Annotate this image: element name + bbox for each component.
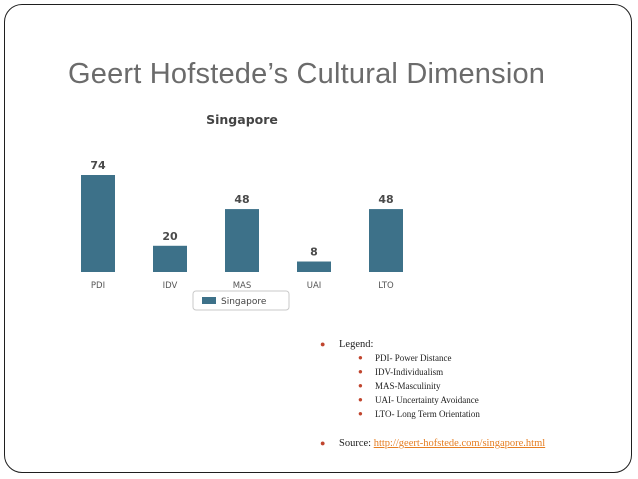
bar-value-label: 8 bbox=[310, 246, 318, 259]
abbreviation-text: UAI- Uncertainty Avoidance bbox=[375, 395, 479, 405]
abbreviation-item: ● PDI- Power Distance bbox=[339, 351, 620, 365]
bar-value-label: 20 bbox=[162, 230, 178, 243]
bar-lto bbox=[369, 209, 403, 272]
abbreviation-text: PDI- Power Distance bbox=[375, 353, 452, 363]
bullet-icon: ● bbox=[320, 339, 326, 349]
bar-mas bbox=[225, 209, 259, 272]
source-label: Source: bbox=[339, 438, 372, 449]
x-tick-label: LTO bbox=[378, 281, 394, 291]
bar-value-label: 48 bbox=[234, 193, 249, 206]
bar-value-label: 48 bbox=[378, 193, 393, 206]
abbreviation-text: LTO- Long Term Orientation bbox=[375, 409, 480, 419]
legend-box bbox=[192, 290, 290, 311]
bullet-icon: ● bbox=[358, 409, 363, 418]
x-tick-label: IDV bbox=[163, 281, 178, 291]
abbreviation-list: ● PDI- Power Distance ● IDV-Individualism ● M… bbox=[339, 351, 620, 421]
legend-heading: Legend: bbox=[339, 339, 374, 350]
chart-legend: Singapore bbox=[192, 290, 290, 311]
bar-uai bbox=[297, 261, 331, 272]
slide-title: Geert Hofstede’s Cultural Dimension bbox=[68, 58, 546, 90]
notes-panel: ● Legend: ● PDI- Power Distance ● IDV-Indiv… bbox=[320, 338, 620, 450]
legend-swatch bbox=[202, 297, 216, 304]
chart-title: Singapore bbox=[206, 112, 278, 127]
x-tick-label: UAI bbox=[307, 281, 322, 291]
abbreviation-text: IDV-Individualism bbox=[375, 367, 444, 377]
abbreviation-text: MAS-Masculinity bbox=[375, 381, 441, 391]
legend-heading-row: ● Legend: ● PDI- Power Distance ● IDV-Indiv… bbox=[320, 338, 620, 421]
bar-idv bbox=[153, 245, 187, 272]
bar-value-label: 74 bbox=[90, 159, 106, 172]
bullet-icon: ● bbox=[358, 381, 363, 390]
bars-layer: 74 PDI 20 IDV 48 MAS 8 UAI 48 LTO bbox=[81, 159, 403, 291]
abbreviation-item: ● UAI- Uncertainty Avoidance bbox=[339, 393, 620, 407]
abbreviation-item: ● MAS-Masculinity bbox=[339, 379, 620, 393]
bullet-icon: ● bbox=[358, 367, 363, 376]
source-row: ● Source: http://geert-hofstede.com/sing… bbox=[320, 437, 620, 450]
abbreviation-item: ● IDV-Individualism bbox=[339, 365, 620, 379]
bullet-icon: ● bbox=[358, 353, 363, 362]
abbreviation-item: ● LTO- Long Term Orientation bbox=[339, 407, 620, 421]
x-tick-label: MAS bbox=[233, 281, 252, 291]
bullet-icon: ● bbox=[320, 438, 326, 448]
source-link[interactable]: http://geert-hofstede.com/singapore.html bbox=[373, 438, 546, 449]
bullet-icon: ● bbox=[358, 395, 363, 404]
x-tick-label: PDI bbox=[91, 281, 105, 291]
legend-series-name: Singapore bbox=[221, 297, 267, 307]
bar-pdi bbox=[81, 175, 115, 272]
